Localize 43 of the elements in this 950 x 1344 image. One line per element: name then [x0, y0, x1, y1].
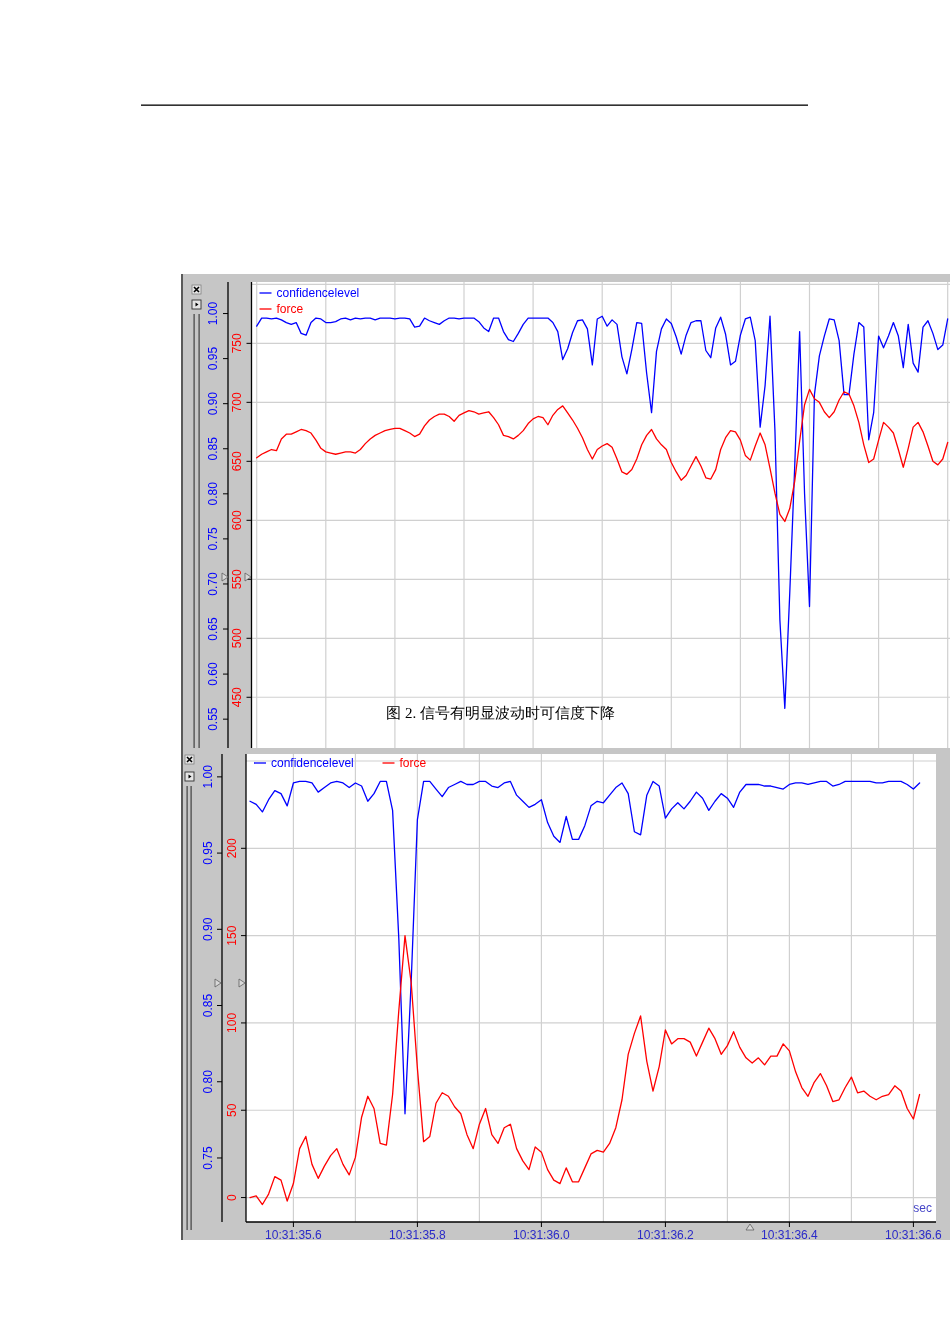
x-tick-label: 10:31:35.8 — [389, 1228, 447, 1242]
y2-tick-label: 0.65 — [206, 617, 220, 641]
y2-tick-label: 0.95 — [201, 841, 215, 865]
x-tick-label: 10:31:35.6 — [265, 1228, 323, 1242]
y-tick-label: 650 — [230, 450, 244, 472]
y-tick-label: 450 — [230, 686, 244, 708]
y-tick-label: 750 — [230, 333, 244, 354]
y2-tick-label: 0.90 — [206, 391, 220, 416]
y2-tick-label: 0.85 — [201, 993, 215, 1018]
y2-tick-label: 0.75 — [201, 1145, 215, 1170]
legend-label: force — [399, 756, 427, 770]
x-tick-label: 10:31:36.6 — [885, 1228, 943, 1242]
y-tick-label: 500 — [230, 627, 244, 649]
y-tick-label: 200 — [225, 837, 239, 859]
line-series — [249, 780, 921, 1115]
y-tick-label: 550 — [230, 568, 244, 590]
x-tick-label: 10:31:36.2 — [637, 1228, 695, 1242]
y-tick-label: 700 — [230, 392, 244, 413]
y2-tick-label: 1.00 — [201, 764, 215, 789]
y2-tick-label: 0.90 — [201, 917, 215, 941]
x-tick-label: 10:31:36.0 — [513, 1228, 571, 1242]
line-series — [256, 388, 949, 523]
annotation: 图 2. 信号有明显波动时可信度下降 — [386, 705, 616, 721]
y-tick-label: 0 — [225, 1193, 239, 1201]
x-tick-label: 10:31:36.4 — [761, 1228, 819, 1242]
legend-label: confidencelevel — [276, 286, 360, 300]
y2-tick-label: 0.70 — [206, 571, 220, 596]
y2-tick-label: 0.75 — [206, 526, 220, 551]
x-axis-title: sec — [913, 1201, 932, 1215]
legend-label: force — [276, 302, 304, 316]
line-series — [249, 934, 921, 1206]
y-tick-label: 100 — [225, 1012, 239, 1033]
y2-tick-label: 0.80 — [206, 481, 220, 506]
y2-tick-label: 0.55 — [206, 707, 220, 731]
y-tick-label: 150 — [225, 925, 239, 946]
y-tick-label: 50 — [225, 1103, 239, 1117]
legend-label: confidencelevel — [271, 756, 354, 770]
y2-tick-label: 0.60 — [206, 662, 220, 686]
y2-tick-label: 0.80 — [201, 1069, 215, 1094]
y-tick-label: 600 — [230, 509, 244, 531]
y2-tick-label: 1.00 — [206, 301, 220, 326]
y2-tick-label: 0.85 — [206, 436, 220, 461]
y2-tick-label: 0.95 — [206, 346, 220, 371]
